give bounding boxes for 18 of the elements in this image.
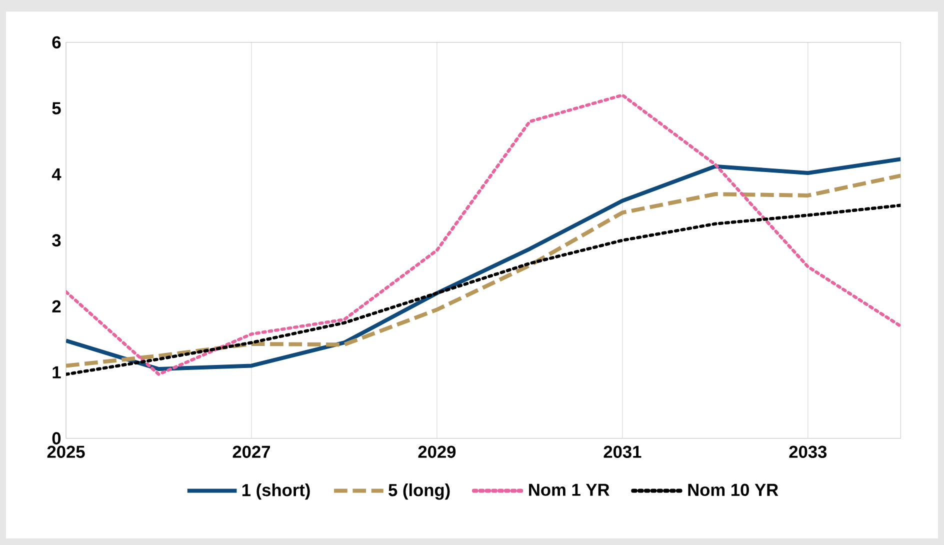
x-tick-label: 2027 — [232, 446, 270, 458]
y-tick-label: 1 — [52, 366, 61, 378]
x-tick-label: 2033 — [789, 446, 827, 458]
x-tick-label: 2031 — [604, 446, 642, 458]
x-tick-label: 2029 — [418, 446, 456, 458]
y-tick-label: 3 — [52, 234, 61, 246]
y-tick-label: 0 — [52, 432, 61, 444]
line-series — [66, 204, 901, 376]
legend-label: Nom 10 YR — [688, 484, 778, 496]
legend-label: 5 (long) — [388, 484, 450, 500]
x-tick-label: 2025 — [47, 446, 85, 458]
y-tick-label: 4 — [52, 168, 62, 180]
legend-label: 1 (short) — [242, 484, 310, 500]
line-series — [66, 94, 901, 376]
y-tick-label: 2 — [52, 300, 61, 312]
y-tick-label: 6 — [52, 36, 61, 48]
y-tick-label: 5 — [52, 102, 61, 114]
legend-label: Nom 1 YR — [529, 484, 610, 496]
